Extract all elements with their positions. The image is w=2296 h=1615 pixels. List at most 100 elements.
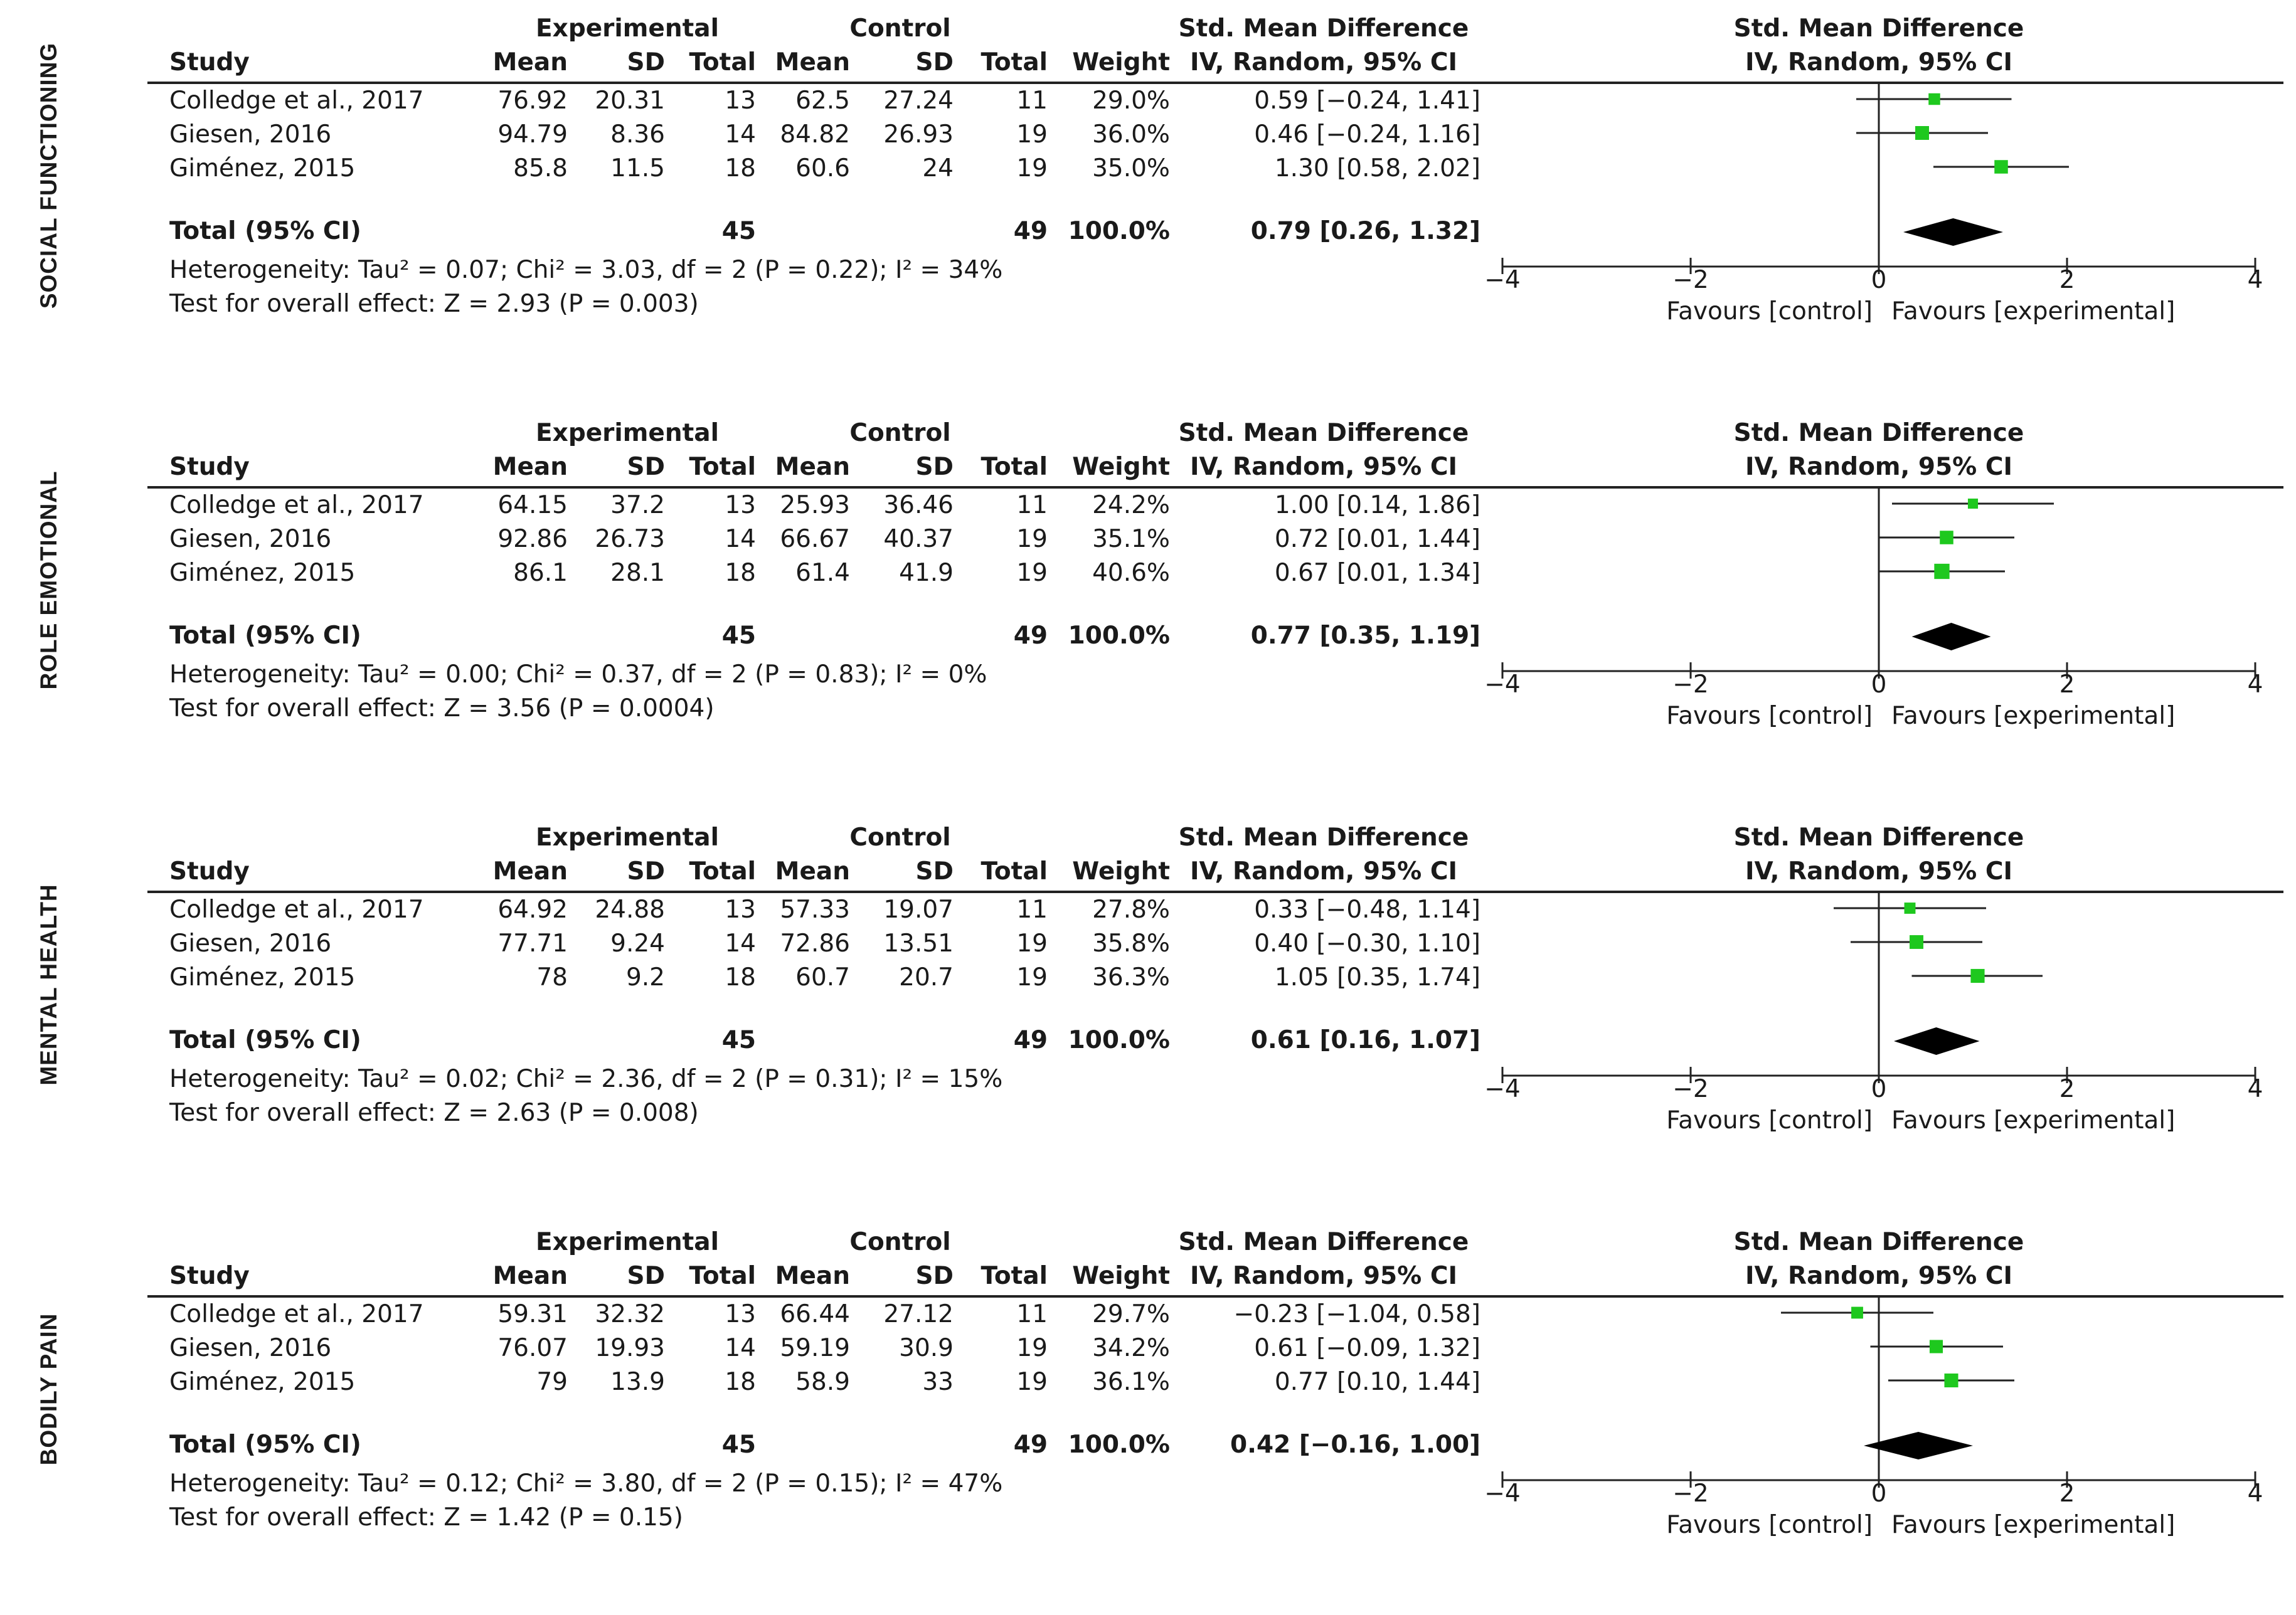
smd-header: Std. Mean Difference [1178,14,1469,43]
exp-total-value: 13 [725,87,756,115]
ctl-mean-value: 62.5 [795,87,850,115]
total-weight: 100.0% [1068,217,1170,245]
ctl-sd-value: 36.46 [883,491,954,519]
favours-control-label: Favours [control] [1666,297,1873,326]
study-name: Giesen, 2016 [169,929,332,958]
x-tick-label: 4 [2248,266,2263,294]
x-tick-label: 0 [1871,1480,1887,1508]
pooled-estimate-diamond [1864,1432,1973,1459]
study-name: Giménez, 2015 [169,154,356,183]
ctl-total-value: 19 [1016,929,1048,958]
study-point-estimate [1970,968,1985,983]
heterogeneity-text: Heterogeneity: Tau² = 0.00; Chi² = 0.37,… [169,660,987,689]
ctl-total-value: 19 [1016,963,1048,992]
ctl-mean-value: 84.82 [780,120,850,149]
forest-panel: BODILY PAIN Experimental Control Std. Mean … [0,1214,2296,1615]
ctl-total-value: 11 [1016,896,1048,924]
pooled-estimate-diamond [1894,1027,1980,1055]
exp-total-value: 14 [725,1334,756,1362]
ctl-total-value: 19 [1016,525,1048,553]
study-point-estimate [1934,563,1950,580]
plot-title: Std. Mean Difference [1733,1228,2024,1256]
weight-header: Weight [1072,857,1170,886]
study-name: Colledge et al., 2017 [169,491,424,519]
exp-mean-value: 64.92 [497,896,568,924]
ctl-sd-value: 27.24 [883,87,954,115]
exp-mean-value: 79 [536,1368,568,1396]
ctl-sd-value: 30.9 [899,1334,954,1362]
ctl-mean-header: Mean [775,857,850,886]
plot-title: Std. Mean Difference [1733,419,2024,447]
smd-header: Std. Mean Difference [1178,1228,1469,1256]
exp-sd-header: SD [627,453,665,481]
experimental-group-header: Experimental [536,14,719,43]
exp-total-value: 18 [725,154,756,183]
exp-total-header: Total [689,453,756,481]
favours-experimental-label: Favours [experimental] [1891,297,2175,326]
ctl-total-sum: 49 [1013,1026,1048,1054]
header-rule [147,82,2283,84]
total-label: Total (95% CI) [169,217,361,245]
weight-header: Weight [1072,48,1170,77]
exp-sd-value: 26.73 [595,525,665,553]
control-group-header: Control [849,823,951,852]
header-rule [147,1295,2283,1298]
total-label: Total (95% CI) [169,1431,361,1459]
ctl-total-value: 19 [1016,1334,1048,1362]
study-name: Giesen, 2016 [169,525,332,553]
ci-method-header: IV, Random, 95% CI [1190,48,1457,77]
study-point-estimate [1910,935,1923,949]
ctl-total-value: 19 [1016,559,1048,587]
ctl-mean-value: 66.67 [780,525,850,553]
smd-header: Std. Mean Difference [1178,823,1469,852]
plot-subtitle: IV, Random, 95% CI [1745,1262,2012,1290]
exp-total-value: 18 [725,963,756,992]
exp-total-header: Total [689,857,756,886]
control-group-header: Control [849,14,951,43]
weight-value: 29.7% [1092,1300,1170,1328]
exp-sd-value: 37.2 [610,491,665,519]
favours-control-label: Favours [control] [1666,702,1873,730]
ctl-sd-value: 19.07 [883,896,954,924]
exp-sd-value: 13.9 [610,1368,665,1396]
ctl-total-header: Total [981,48,1048,77]
exp-mean-value: 94.79 [497,120,568,149]
ctl-mean-value: 72.86 [780,929,850,958]
exp-sd-header: SD [627,1262,665,1290]
pooled-smd-ci: 0.77 [0.35, 1.19] [1250,622,1480,650]
control-group-header: Control [849,419,951,447]
smd-ci-value: 0.33 [−0.48, 1.14] [1254,896,1480,924]
ctl-total-sum: 49 [1013,217,1048,245]
forest-plot: −4 −2 0 2 4 Favours [control] Favours [experim… [1484,1295,2263,1539]
exp-mean-header: Mean [492,453,568,481]
exp-total-header: Total [689,48,756,77]
favours-experimental-label: Favours [experimental] [1891,702,2175,730]
exp-mean-header: Mean [492,857,568,886]
x-tick-label: 0 [1871,670,1887,699]
heterogeneity-text: Heterogeneity: Tau² = 0.02; Chi² = 2.36,… [169,1065,1003,1093]
x-tick-label: −2 [1672,1480,1709,1508]
ctl-sd-value: 20.7 [899,963,954,992]
ctl-total-header: Total [981,857,1048,886]
weight-value: 35.8% [1092,929,1170,958]
weight-header: Weight [1072,1262,1170,1290]
exp-total-header: Total [689,1262,756,1290]
favours-experimental-label: Favours [experimental] [1891,1511,2175,1539]
pooled-estimate-diamond [1911,623,1991,650]
exp-sd-header: SD [627,857,665,886]
exp-sd-value: 24.88 [595,896,665,924]
exp-sd-value: 9.24 [610,929,665,958]
x-tick-label: 2 [2059,670,2075,699]
exp-sd-value: 11.5 [610,154,665,183]
ctl-total-header: Total [981,1262,1048,1290]
ctl-sd-header: SD [915,48,954,77]
ctl-total-value: 11 [1016,1300,1048,1328]
x-tick-label: −2 [1672,266,1709,294]
study-column-header: Study [169,453,250,481]
weight-value: 29.0% [1092,87,1170,115]
exp-sd-header: SD [627,48,665,77]
overall-effect-text: Test for overall effect: Z = 2.63 (P = 0… [169,1099,699,1127]
study-point-estimate [1915,126,1929,140]
study-name: Colledge et al., 2017 [169,87,424,115]
study-name: Giménez, 2015 [169,1368,356,1396]
